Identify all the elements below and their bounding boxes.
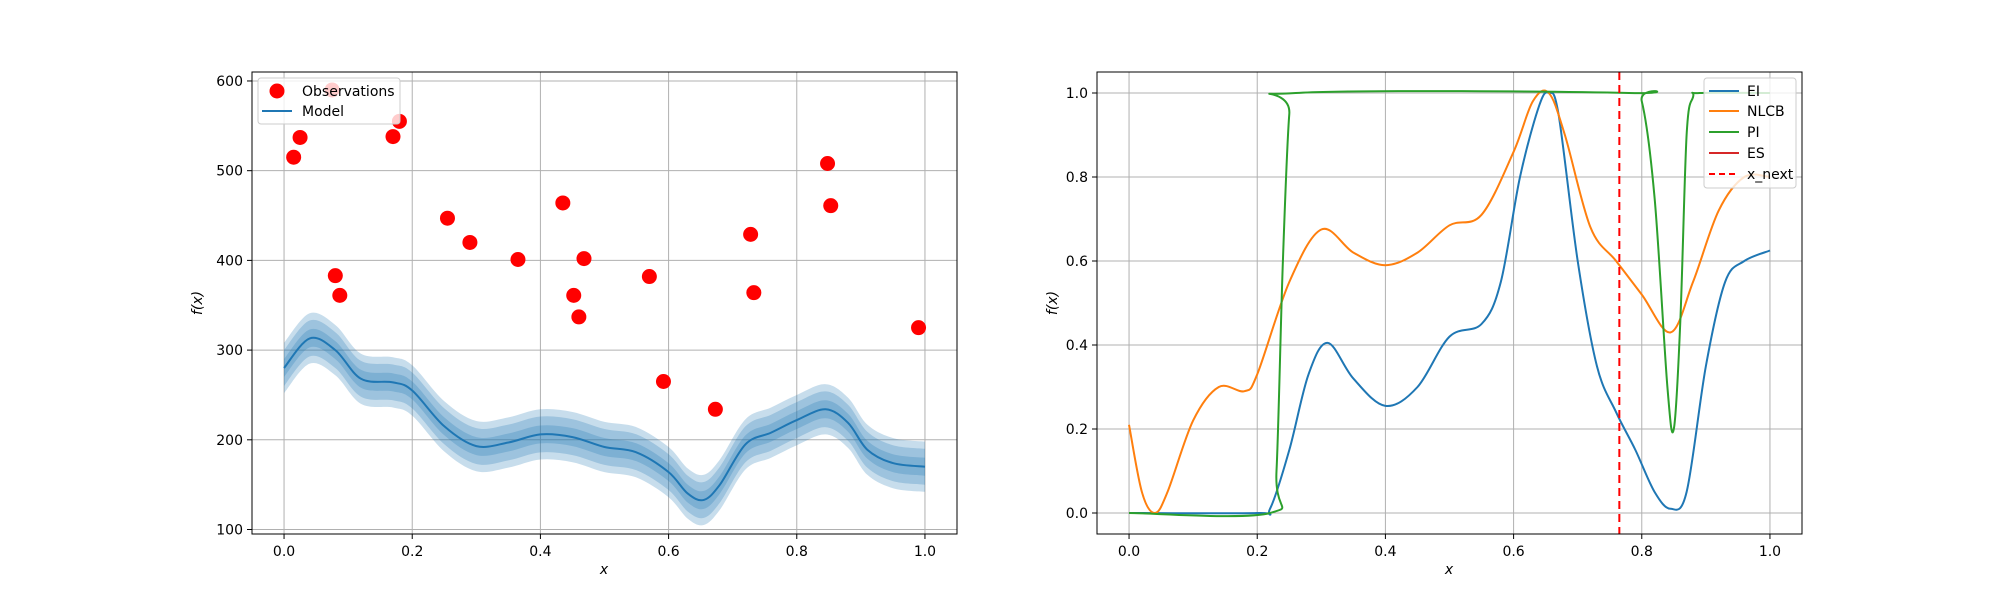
observation-point bbox=[385, 129, 401, 145]
observation-point bbox=[576, 251, 592, 267]
left-y-tick-label: 600 bbox=[216, 74, 243, 90]
left-x-tick-label: 0.4 bbox=[529, 544, 551, 560]
observation-point bbox=[911, 320, 927, 336]
left-grid bbox=[252, 72, 957, 534]
observation-point bbox=[286, 149, 302, 165]
pi-line bbox=[1128, 90, 1771, 518]
left-plot-area bbox=[252, 72, 957, 534]
left-y-tick-label: 300 bbox=[216, 343, 243, 359]
left-x-ticks: 0.0 0.2 0.4 0.6 0.8 1.0 bbox=[273, 534, 936, 560]
observation-point bbox=[743, 226, 759, 242]
observation-point bbox=[510, 251, 526, 267]
model-mean-line bbox=[283, 336, 926, 502]
observation-point bbox=[327, 268, 343, 284]
left-x-axis-label: x bbox=[599, 562, 609, 578]
right-y-axis-label: f(x) bbox=[1045, 291, 1061, 315]
right-x-tick-label: 0.6 bbox=[1502, 544, 1524, 560]
legend-pi-label: PI bbox=[1747, 125, 1760, 141]
right-x-axis-label: x bbox=[1444, 562, 1454, 578]
right-x-tick-label: 0.8 bbox=[1631, 544, 1653, 560]
left-x-tick-label: 0.0 bbox=[273, 544, 295, 560]
right-legend: EI NLCB PI ES x_next bbox=[1703, 77, 1797, 189]
ei-line bbox=[1128, 91, 1771, 516]
left-y-tick-label: 100 bbox=[216, 523, 243, 539]
left-axes-frame bbox=[251, 71, 958, 535]
right-x-tick-label: 0.4 bbox=[1374, 544, 1396, 560]
acquisition-chart: 0.0 0.2 0.4 0.6 0.8 1.0 0.00.20.40.60.81.0 x … bbox=[1045, 71, 1803, 578]
observation-point bbox=[555, 195, 571, 211]
left-x-tick-label: 0.2 bbox=[401, 544, 423, 560]
legend-observations-marker bbox=[269, 83, 285, 99]
right-y-tick-label: 0.0 bbox=[1066, 506, 1088, 522]
right-y-ticks: 0.0 0.2 0.4 0.6 0.8 1.0 bbox=[1066, 86, 1097, 522]
acquisition-lines bbox=[1128, 89, 1771, 518]
right-y-tick-label: 0.4 bbox=[1066, 338, 1088, 354]
observation-point bbox=[823, 198, 839, 214]
right-y-tick-label: 0.2 bbox=[1066, 422, 1088, 438]
observation-point bbox=[566, 287, 582, 303]
left-legend-box bbox=[257, 77, 401, 125]
left-y-tick-label: 400 bbox=[216, 253, 243, 269]
left-x-tick-label: 0.8 bbox=[786, 544, 808, 560]
observation-point bbox=[571, 309, 587, 325]
observation-point bbox=[746, 285, 762, 301]
legend-model-label: Model bbox=[302, 104, 344, 120]
right-y-tick-label: 0.6 bbox=[1066, 254, 1088, 270]
right-legend-box bbox=[1703, 77, 1797, 189]
left-y-tick-label: 500 bbox=[216, 164, 243, 180]
right-axes-frame bbox=[1096, 71, 1803, 535]
nlcb-line bbox=[1128, 89, 1771, 515]
observation-point bbox=[439, 210, 455, 226]
observation-point bbox=[820, 156, 836, 172]
right-x-tick-label: 1.0 bbox=[1759, 544, 1781, 560]
legend-ei-label: EI bbox=[1747, 84, 1760, 100]
right-y-tick-label: 1.0 bbox=[1066, 86, 1088, 102]
right-x-tick-label: 0.2 bbox=[1246, 544, 1268, 560]
right-y-tick-label: 0.8 bbox=[1066, 170, 1088, 186]
left-y-axis-label: f(x) bbox=[190, 291, 206, 315]
right-grid bbox=[1097, 72, 1802, 534]
legend-x-next-label: x_next bbox=[1747, 167, 1794, 183]
left-x-tick-label: 1.0 bbox=[914, 544, 936, 560]
observation-point bbox=[707, 401, 723, 417]
legend-nlcb-label: NLCB bbox=[1747, 104, 1785, 120]
legend-es-label: ES bbox=[1747, 146, 1765, 162]
observation-point bbox=[462, 234, 478, 250]
right-x-ticks: 0.0 0.2 0.4 0.6 0.8 1.0 bbox=[1118, 534, 1781, 560]
left-y-ticks: 100 200 300 400 500 600 bbox=[216, 74, 252, 539]
left-x-tick-label: 0.6 bbox=[657, 544, 679, 560]
left-legend: Observations Model bbox=[257, 77, 401, 125]
right-x-tick-label: 0.0 bbox=[1118, 544, 1140, 560]
observation-point bbox=[641, 269, 657, 285]
observation-point bbox=[655, 373, 671, 389]
left-y-tick-label: 200 bbox=[216, 433, 243, 449]
observation-point bbox=[292, 129, 308, 145]
observation-point bbox=[332, 287, 348, 303]
right-plot-area bbox=[1097, 72, 1802, 534]
legend-observations-label: Observations bbox=[302, 84, 395, 100]
